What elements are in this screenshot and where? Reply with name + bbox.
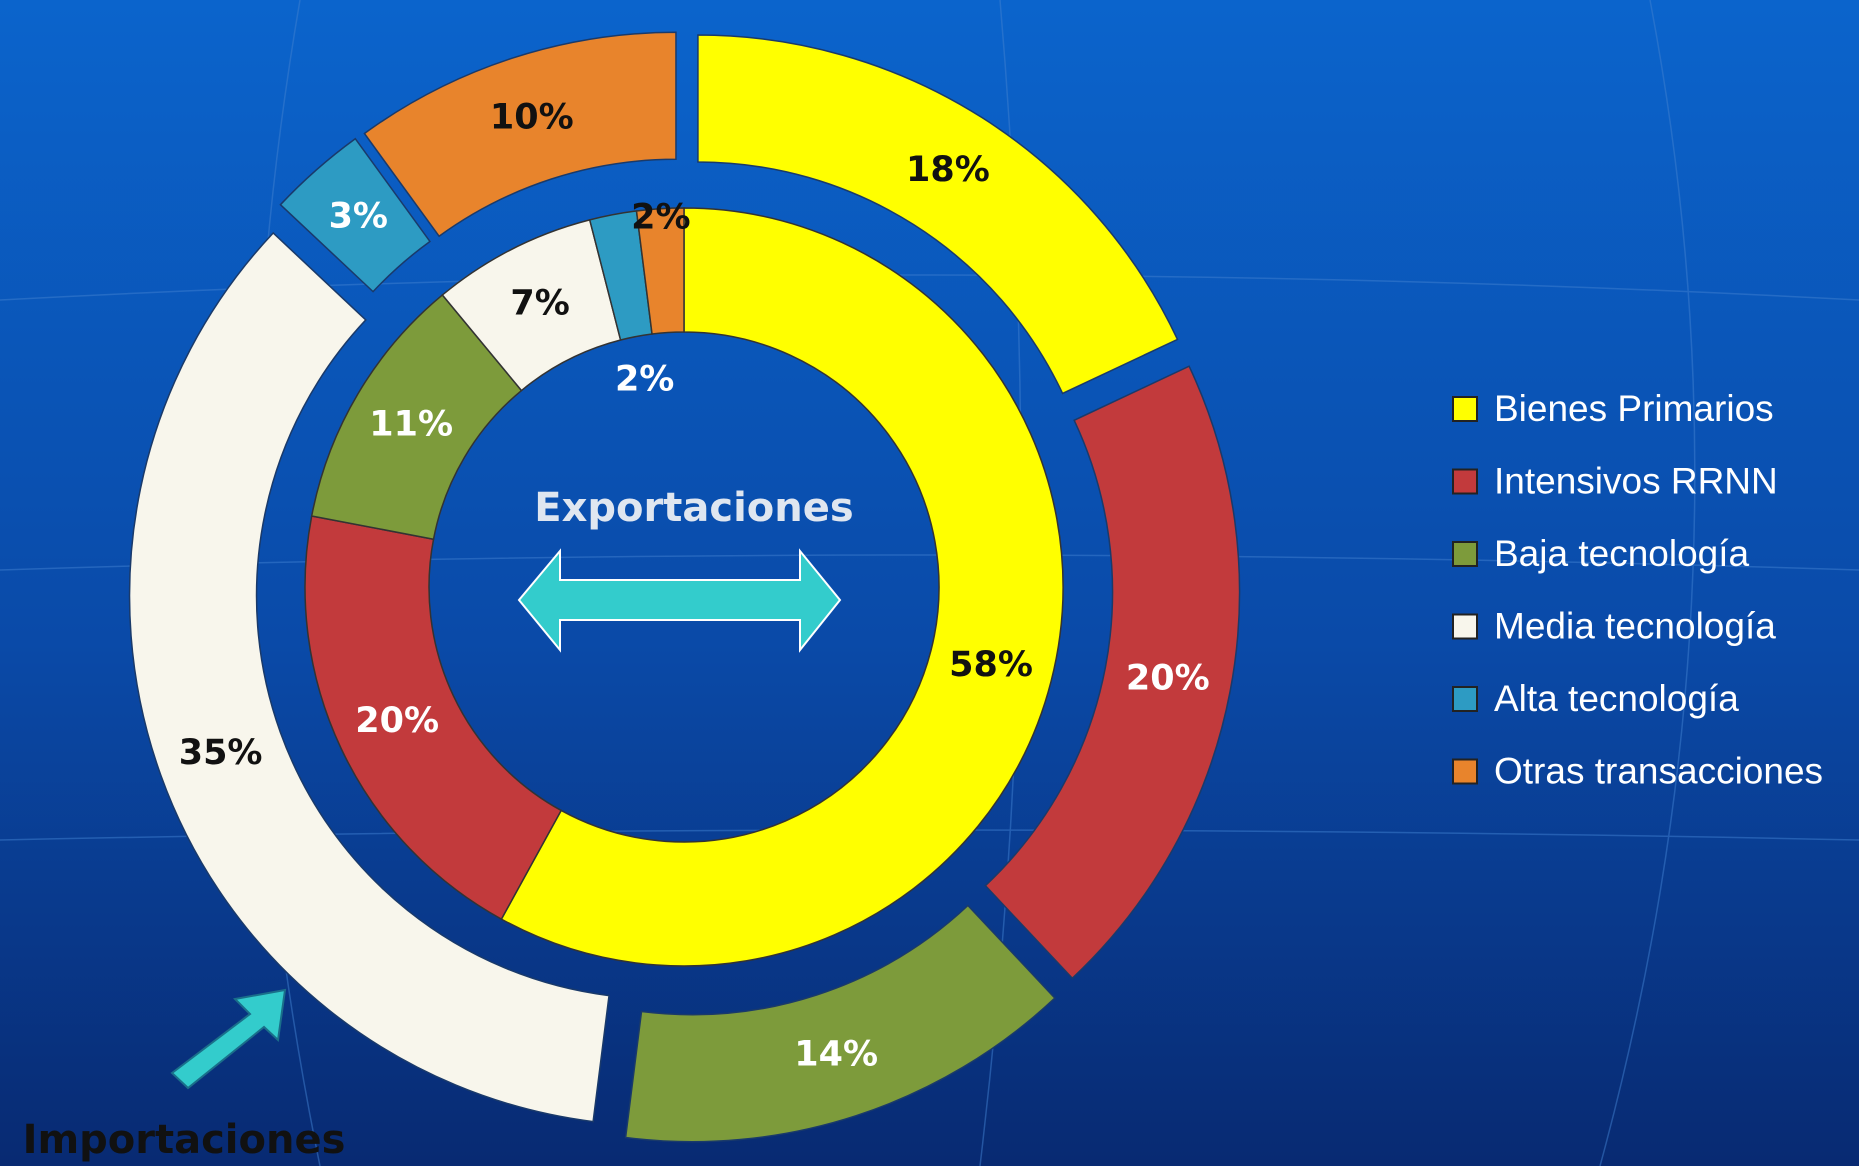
series-name: Importaciones xyxy=(23,1117,346,1163)
slice xyxy=(635,207,685,335)
legend-swatch xyxy=(1452,468,1478,495)
imports-arrow xyxy=(170,988,287,1090)
value-label: 10% xyxy=(490,98,574,138)
value-label: 35% xyxy=(179,733,263,773)
legend-swatch xyxy=(1452,686,1478,712)
slice xyxy=(697,34,1179,395)
value-label: 20% xyxy=(1126,658,1210,698)
slice xyxy=(279,137,431,293)
value-label: 20% xyxy=(355,701,439,741)
value-label: 11% xyxy=(369,405,453,445)
legend-label: Media tecnología xyxy=(1494,605,1776,646)
rings: 58% 20% 11% 7% 2% 2% 18% 20% 14% 35% 3% 10% xyxy=(128,31,1241,1143)
legend: Bienes Primarios Intensivos RRNN Baja tecn… xyxy=(1452,388,1823,791)
slice xyxy=(500,207,1064,967)
slice xyxy=(984,365,1241,980)
slice xyxy=(624,904,1056,1143)
legend-label: Otras transacciones xyxy=(1494,750,1823,791)
slice xyxy=(363,31,677,238)
value-label: 2% xyxy=(631,198,690,238)
legend-swatch xyxy=(1452,758,1478,785)
exports-arrow xyxy=(517,548,842,653)
legend-swatch xyxy=(1452,396,1478,422)
legend-swatch xyxy=(1452,613,1478,640)
legend-label: Bienes Primarios xyxy=(1494,388,1774,429)
series-name: Exportaciones xyxy=(534,485,853,531)
legend-swatch xyxy=(1452,541,1478,567)
value-label: 14% xyxy=(794,1034,878,1074)
value-label: 3% xyxy=(329,197,388,237)
value-label: 18% xyxy=(906,150,990,190)
legend-label: Intensivos RRNN xyxy=(1494,460,1778,501)
value-label: 2% xyxy=(615,360,674,400)
legend-label: Baja tecnología xyxy=(1494,533,1750,574)
legend-label: Alta tecnología xyxy=(1494,678,1739,719)
slice xyxy=(304,515,563,921)
value-label: 58% xyxy=(949,645,1033,685)
value-label: 7% xyxy=(510,284,569,324)
slice xyxy=(128,231,610,1123)
